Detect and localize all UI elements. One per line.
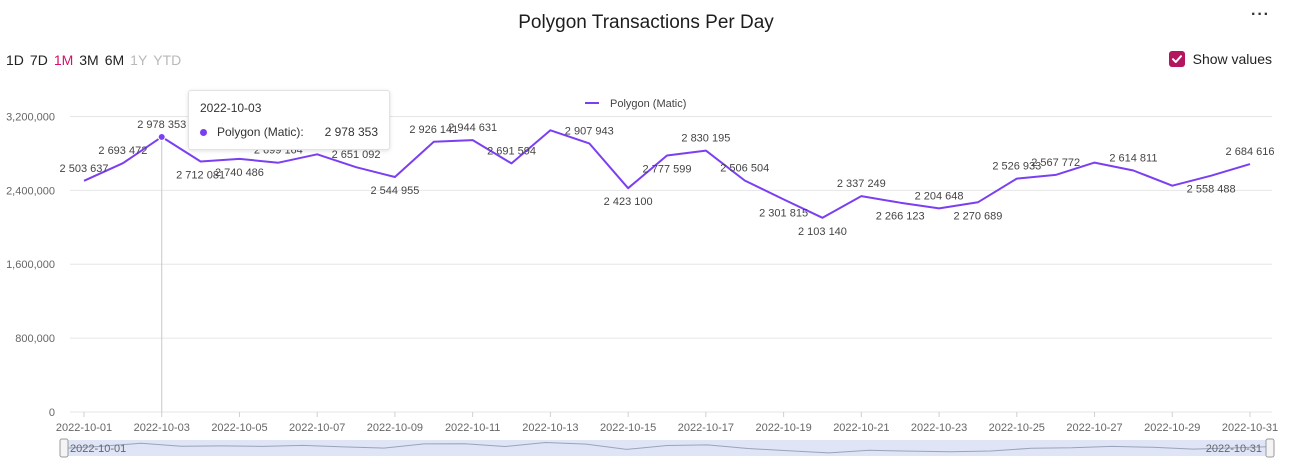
show-values-checkbox[interactable] xyxy=(1168,51,1185,67)
data-label: 2 506 504 xyxy=(720,163,769,175)
navigator-right-handle xyxy=(1265,438,1275,458)
navigator-track xyxy=(60,440,1274,456)
navigator-series-line xyxy=(59,441,1275,454)
navigator-end-label: 2022-10-31 xyxy=(1206,443,1262,455)
data-label: 2 337 249 xyxy=(837,178,886,190)
data-label: 2 684 616 xyxy=(1226,146,1275,158)
data-label: 2 777 599 xyxy=(643,163,692,175)
chart-title: Polygon Transactions Per Day xyxy=(518,12,774,33)
tooltip: 2022-10-03 Polygon (Matic): 2 978 353 xyxy=(188,90,390,150)
x-tick-label: 2022-10-05 xyxy=(211,422,267,434)
data-label: 2 944 631 xyxy=(448,122,497,134)
range-6m-button[interactable]: 6M xyxy=(104,52,125,68)
range-1y-button[interactable]: 1Y xyxy=(130,52,148,68)
data-label: 2 740 486 xyxy=(215,167,264,179)
navigator-start-label: 2022-10-01 xyxy=(70,443,126,455)
data-label: 2 693 472 xyxy=(98,145,147,157)
y-tick-label: 2,400,000 xyxy=(6,185,55,197)
x-tick-label: 2022-10-09 xyxy=(367,422,423,434)
x-tick-label: 2022-10-15 xyxy=(600,422,656,434)
x-tick-label: 2022-10-25 xyxy=(989,422,1045,434)
range-ytd-button[interactable]: YTD xyxy=(153,52,182,68)
show-values-label: Show values xyxy=(1192,51,1272,67)
x-tick-label: 2022-10-17 xyxy=(678,422,734,434)
data-label: 2 103 140 xyxy=(798,226,847,238)
data-label: 2 301 815 xyxy=(759,207,808,219)
data-label: 2 558 488 xyxy=(1187,184,1236,196)
x-tick-label: 2022-10-31 xyxy=(1222,422,1278,434)
data-label: 2 526 933 xyxy=(992,161,1041,173)
data-label: 2 926 141 xyxy=(409,124,458,136)
x-tick-label: 2022-10-11 xyxy=(445,422,500,434)
range-3m-button[interactable]: 3M xyxy=(79,52,99,68)
range-7d-button[interactable]: 7D xyxy=(29,52,48,68)
legend[interactable]: Polygon (Matic) xyxy=(585,98,686,110)
x-tick-label: 2022-10-27 xyxy=(1066,422,1122,434)
navigator-left-handle xyxy=(59,438,69,458)
data-label: 2 266 123 xyxy=(876,211,925,223)
x-tick-label: 2022-10-07 xyxy=(289,422,345,434)
y-tick-label: 0 xyxy=(49,407,55,419)
data-label: 2 544 955 xyxy=(370,185,419,197)
x-tick-label: 2022-10-29 xyxy=(1144,422,1200,434)
series-line-polygon xyxy=(83,129,1251,219)
data-point xyxy=(157,132,166,141)
x-tick-label: 2022-10-01 xyxy=(56,422,112,434)
check-icon xyxy=(1171,55,1182,63)
data-label: 2 614 811 xyxy=(1109,153,1157,165)
range-1d-button[interactable]: 1D xyxy=(6,52,24,68)
x-axis-ticks: 2022-10-01 2022-10-03 2022-10-05 2022-10-07… xyxy=(56,412,1278,434)
data-label: 2 503 637 xyxy=(60,163,109,175)
data-label: 2 691 594 xyxy=(487,145,536,157)
x-tick-label: 2022-10-21 xyxy=(833,422,889,434)
data-label: 2 567 772 xyxy=(1031,157,1080,169)
data-label: 2 423 100 xyxy=(604,196,653,208)
data-label: 2 651 092 xyxy=(332,149,381,161)
data-label: 2 907 943 xyxy=(565,125,614,137)
tooltip-series-name: Polygon (Matic): xyxy=(217,125,304,139)
legend-label: Polygon (Matic) xyxy=(610,98,686,110)
tooltip-series-dot xyxy=(200,128,207,136)
data-label: 2 270 689 xyxy=(953,210,1002,222)
data-label: 2 830 195 xyxy=(681,133,730,145)
y-tick-label: 1,600,000 xyxy=(6,259,55,271)
x-tick-label: 2022-10-13 xyxy=(522,422,578,434)
tooltip-date: 2022-10-03 xyxy=(200,101,262,115)
x-tick-label: 2022-10-19 xyxy=(755,422,811,434)
more-options-icon[interactable]: ··· xyxy=(1251,6,1270,23)
y-tick-label: 3,200,000 xyxy=(6,111,55,123)
data-label: 2 712 081 xyxy=(176,170,225,182)
y-axis-ticks: 0 800,000 1,600,000 2,400,000 3,200,000 xyxy=(6,111,55,419)
range-selector: 1D 7D 1M 3M 6M 1Y YTD xyxy=(6,52,181,68)
range-1m-button[interactable]: 1M xyxy=(53,52,74,68)
show-values-toggle[interactable]: Show values xyxy=(1168,51,1272,67)
x-tick-label: 2022-10-03 xyxy=(134,422,190,434)
data-label: 2 978 353 xyxy=(137,119,186,131)
range-navigator[interactable]: 2022-10-01 2022-10-31 xyxy=(59,438,1275,458)
x-tick-label: 2022-10-23 xyxy=(911,422,967,434)
y-tick-label: 800,000 xyxy=(15,333,55,345)
tooltip-value: 2 978 353 xyxy=(324,125,378,139)
data-points xyxy=(157,132,166,141)
data-label: 2 204 648 xyxy=(915,190,964,202)
